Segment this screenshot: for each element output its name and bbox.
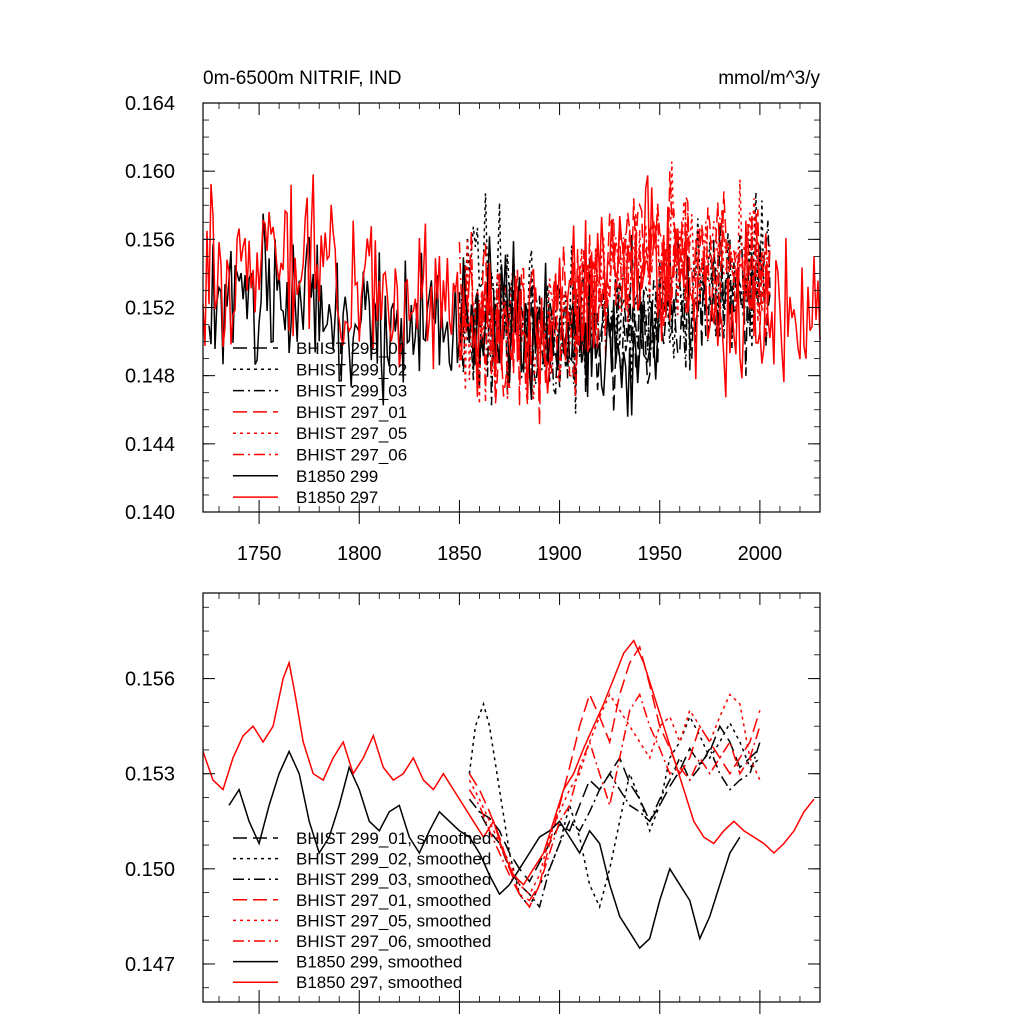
- y-tick-label: 0.150: [125, 859, 175, 881]
- x-tick-label: 1800: [337, 543, 382, 565]
- series-line-8: [202, 639, 815, 886]
- series-line-6: [468, 692, 761, 909]
- y-tick-label: 0.153: [125, 764, 175, 786]
- y-tick-label: 0.140: [125, 502, 175, 524]
- legend-label: BHIST 297_06, smoothed: [296, 932, 491, 951]
- y-tick-label: 0.160: [125, 161, 175, 183]
- bottom-axes: 0.147 0.150 0.153 0.156: [125, 593, 821, 1014]
- y-tick-label: 0.156: [125, 229, 175, 251]
- x-tick-label: 1850: [437, 543, 482, 565]
- bottom-legend: BHIST 299_01, smoothed BHIST 299_02, smoo…: [233, 829, 491, 992]
- x-tick-label: 1750: [237, 543, 282, 565]
- series-line-8: [202, 174, 821, 401]
- legend-label: BHIST 297_01, smoothed: [296, 891, 491, 910]
- legend-label: B1850 297, smoothed: [296, 973, 462, 992]
- series-line-2: [468, 701, 761, 910]
- series-line-3: [468, 741, 761, 909]
- legend-label: BHIST 299_03: [296, 382, 407, 401]
- y-tick-label: 0.147: [125, 954, 175, 976]
- top-axes: 0.140 0.144 0.148 0.152 0.156 0.160 0.164 1750 1…: [125, 93, 821, 565]
- top-legend: BHIST 299_01 BHIST 299_02 BHIST 299_03 BHIS…: [233, 339, 407, 507]
- series-line-5: [468, 692, 761, 896]
- y-tick-label: 0.144: [125, 434, 175, 456]
- legend-label: BHIST 299_02: [296, 360, 407, 379]
- bottom-series-group: [202, 639, 815, 950]
- x-tick-label: 1950: [637, 543, 682, 565]
- x-tick-label: 2000: [738, 543, 783, 565]
- y-tick-label: 0.152: [125, 298, 175, 320]
- legend-label: BHIST 299_02, smoothed: [296, 850, 491, 869]
- legend-label: BHIST 297_01: [296, 403, 407, 422]
- series-line-5: [458, 161, 771, 405]
- top-series-group: [202, 161, 821, 426]
- chart-units: mmol/m^3/y: [718, 68, 820, 89]
- legend-label: BHIST 297_05, smoothed: [296, 911, 491, 930]
- legend-label: B1850 299: [296, 467, 378, 486]
- x-tick-label: 1900: [537, 543, 582, 565]
- legend-label: BHIST 299_01: [296, 339, 407, 358]
- series-line-7: [228, 749, 741, 950]
- y-tick-label: 0.148: [125, 366, 175, 388]
- legend-label: BHIST 299_01, smoothed: [296, 829, 491, 848]
- legend-label: BHIST 297_06: [296, 446, 407, 465]
- series-line-2: [458, 192, 771, 414]
- legend-label: B1850 297: [296, 488, 378, 507]
- chart-title: 0m-6500m NITRIF, IND: [203, 68, 401, 89]
- legend-label: BHIST 297_05: [296, 424, 407, 443]
- legend-label: BHIST 299_03, smoothed: [296, 870, 491, 889]
- bottom-panel: 0.147 0.150 0.153 0.156 BHIST 299_01, smoot…: [125, 592, 821, 1014]
- series-line-4: [468, 645, 761, 902]
- legend-label: B1850 299, smoothed: [296, 953, 462, 972]
- y-tick-label: 0.164: [125, 93, 175, 115]
- series-line-1: [479, 724, 761, 883]
- y-tick-label: 0.156: [125, 669, 175, 691]
- top-panel: 0m-6500m NITRIF, IND mmol/m^3/y 0.1400.1…: [125, 68, 821, 565]
